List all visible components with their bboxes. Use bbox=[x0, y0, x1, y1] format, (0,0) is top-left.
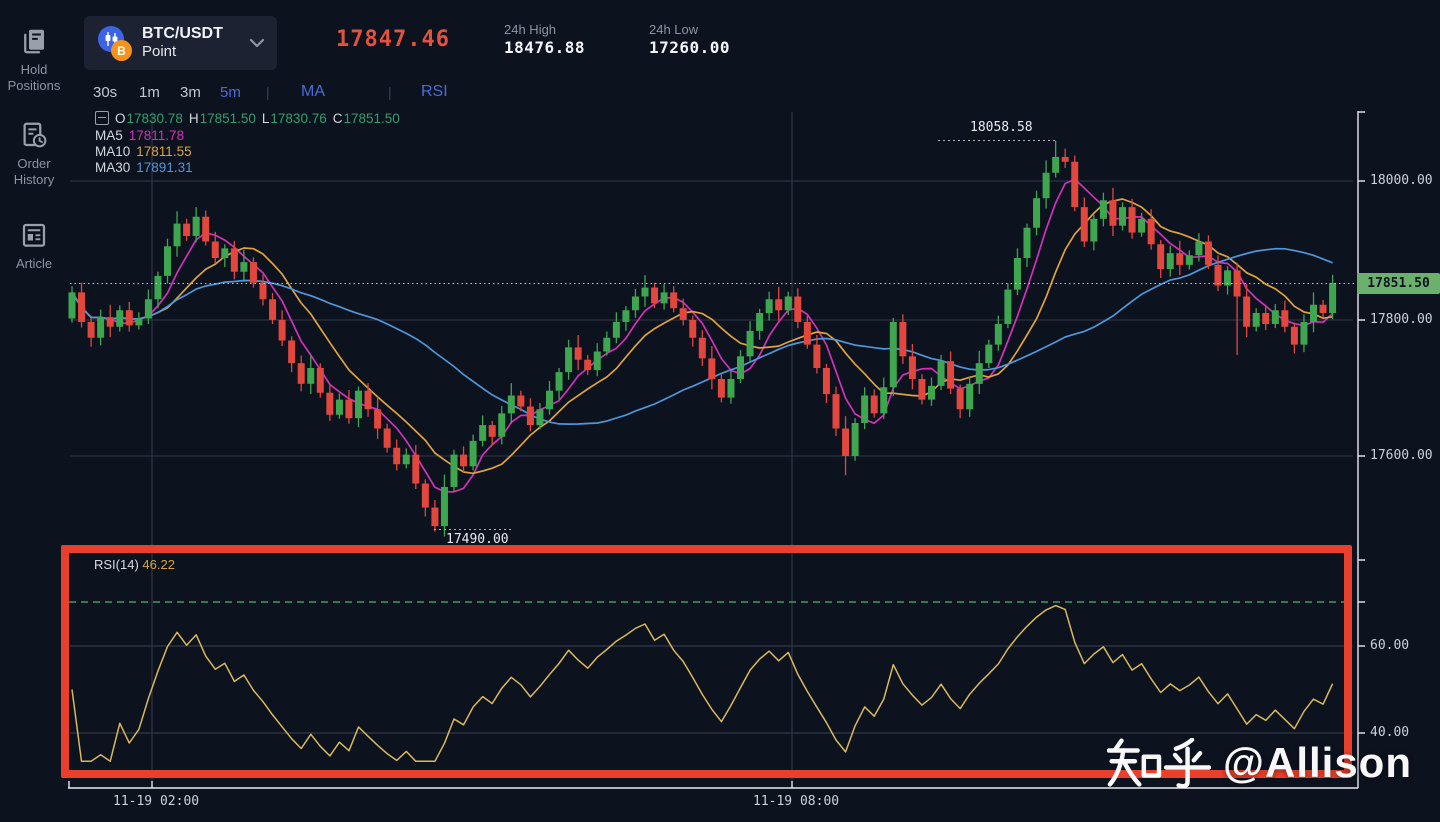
watermark-handle: @Allison bbox=[1223, 739, 1412, 786]
sidebar-item-hold-positions[interactable]: Hold Positions bbox=[0, 26, 68, 94]
chevron-down-icon bbox=[249, 38, 265, 48]
btc-coin-icon: B bbox=[111, 40, 132, 61]
rsi-title: RSI(14) bbox=[94, 557, 139, 572]
sidebar-label: Article bbox=[15, 256, 53, 271]
c-label: C bbox=[332, 110, 343, 126]
rsi-value: 46.22 bbox=[142, 557, 175, 572]
time-tick-0800: 11-19 08:00 bbox=[753, 794, 840, 809]
gridlines bbox=[70, 112, 1353, 787]
swing-low-annotation: 17490.00 bbox=[446, 532, 509, 547]
ma5-legend: MA5 17811.78 bbox=[95, 127, 184, 143]
ma10-value: 17811.55 bbox=[136, 143, 192, 159]
symbol-name: BTC/USDT bbox=[142, 25, 223, 42]
high-ohlc-value: 17851.50 bbox=[199, 110, 256, 126]
open-value: 17830.78 bbox=[126, 110, 183, 126]
timeframe-3m[interactable]: 3m bbox=[180, 84, 201, 101]
indicator-ma-button[interactable]: MA bbox=[301, 83, 325, 100]
price-tick-17600: 17600.00 bbox=[1370, 448, 1433, 463]
high-value: 18476.88 bbox=[504, 38, 586, 57]
price-tick-18000: 18000.00 bbox=[1370, 173, 1433, 188]
rsi-legend: RSI(14) 46.22 bbox=[94, 557, 175, 572]
time-axis-line[interactable] bbox=[68, 781, 1358, 789]
ohlc-legend: O 17830.78 H 17851.50 L 17830.76 C 17851.50 bbox=[95, 110, 400, 126]
ma5-value: 17811.78 bbox=[128, 127, 185, 143]
price-axis-line[interactable] bbox=[1357, 111, 1365, 788]
ma10-label: MA10 bbox=[95, 143, 131, 159]
time-tick-0200: 11-19 02:00 bbox=[113, 794, 200, 809]
close-ohlc-value: 17851.50 bbox=[343, 110, 400, 126]
high-label: 24h High bbox=[504, 22, 557, 37]
rsi-tick-60: 60.00 bbox=[1370, 638, 1410, 653]
sidebar-label: Order History bbox=[13, 156, 55, 187]
market-type: Point bbox=[142, 43, 177, 60]
last-price: 17847.46 bbox=[336, 27, 450, 52]
timeframe-1m[interactable]: 1m bbox=[139, 84, 160, 101]
low-value: 17260.00 bbox=[649, 38, 731, 57]
ma30-label: MA30 bbox=[95, 159, 131, 175]
symbol-coins: B bbox=[98, 25, 132, 61]
zhihu-logo-icon bbox=[1107, 738, 1212, 788]
h-label: H bbox=[188, 110, 199, 126]
sidebar-item-article[interactable]: Article bbox=[0, 220, 68, 272]
sidebar-label: Hold Positions bbox=[7, 62, 61, 93]
sidebar-item-order-history[interactable]: Order History bbox=[0, 120, 68, 188]
l-label: L bbox=[261, 110, 270, 126]
article-icon bbox=[22, 223, 46, 247]
watermark: @Allison bbox=[1107, 738, 1412, 788]
low-ohlc-value: 17830.76 bbox=[270, 110, 327, 126]
rsi-tick-40: 40.00 bbox=[1370, 725, 1410, 740]
price-tick-17800: 17800.00 bbox=[1370, 312, 1433, 327]
indicator-rsi-button[interactable]: RSI bbox=[421, 83, 448, 100]
ma30-value: 17891.31 bbox=[136, 159, 193, 175]
symbol-selector[interactable]: B BTC/USDT Point bbox=[84, 16, 277, 70]
ma10-legend: MA10 17811.55 bbox=[95, 143, 192, 159]
collapse-legend-icon[interactable] bbox=[95, 111, 109, 125]
timeframe-30s[interactable]: 30s bbox=[93, 84, 118, 101]
candlestick-series bbox=[68, 140, 1337, 537]
ma5-label: MA5 bbox=[95, 127, 123, 143]
stat-24h-high: 24h High 18476.88 bbox=[504, 21, 585, 57]
swing-high-annotation: 18058.58 bbox=[970, 120, 1033, 135]
stat-24h-low: 24h Low 17260.00 bbox=[649, 21, 730, 57]
toolbar-separator: | bbox=[266, 84, 270, 100]
hold-positions-icon bbox=[24, 29, 44, 54]
low-label: 24h Low bbox=[649, 22, 699, 37]
ma30-legend: MA30 17891.31 bbox=[95, 159, 193, 175]
toolbar-separator: | bbox=[388, 84, 392, 100]
rsi-line-series bbox=[71, 604, 1334, 763]
order-history-icon bbox=[23, 122, 47, 148]
last-price-badge: 17851.50 bbox=[1357, 273, 1440, 294]
timeframe-5m[interactable]: 5m bbox=[220, 84, 241, 101]
o-label: O bbox=[115, 110, 126, 126]
